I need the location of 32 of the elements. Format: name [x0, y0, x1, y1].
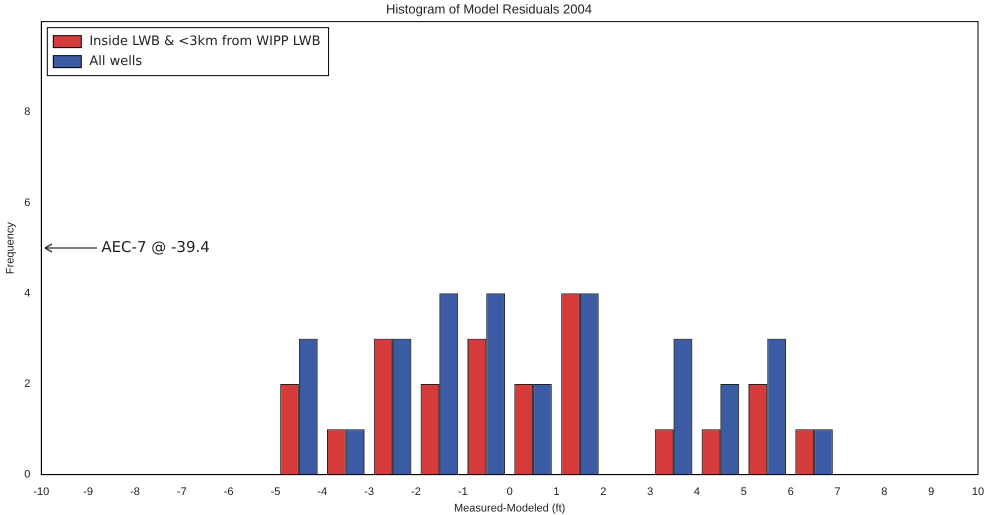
y-tick-label: 0 — [24, 468, 30, 481]
y-tick-label: 4 — [24, 287, 30, 300]
x-tick-label: 6 — [788, 486, 794, 498]
y-tick-label: 2 — [24, 378, 30, 390]
x-tick-label: 0 — [506, 486, 513, 498]
legend-label: All wells — [89, 54, 142, 69]
y-tick-label: 8 — [24, 106, 30, 118]
x-tick-label: -9 — [83, 486, 94, 498]
x-tick-label: -5 — [270, 486, 280, 498]
legend-label: Inside LWB & <3km from WIPP LWB — [89, 34, 321, 49]
x-axis-title: Measured-Modeled (ft) — [454, 502, 566, 514]
x-tick-label: -10 — [33, 486, 50, 498]
y-axis-title: Frequency — [4, 222, 17, 274]
x-tick-label: -8 — [130, 486, 140, 498]
annotation: AEC-7 @ -39.4 — [101, 238, 210, 256]
x-tick-label: 2 — [600, 486, 606, 498]
x-tick-label: 4 — [694, 486, 700, 498]
x-tick-label: -4 — [317, 486, 328, 498]
x-tick-label: -2 — [411, 486, 421, 498]
x-tick-label: 7 — [834, 486, 841, 498]
y-tick-label: 6 — [24, 196, 30, 209]
x-tick-label: -1 — [458, 486, 468, 498]
x-tick-label: -7 — [176, 486, 187, 498]
x-tick-label: 10 — [972, 486, 984, 498]
x-tick-label: 1 — [553, 486, 560, 498]
x-tick-label: 8 — [881, 486, 888, 498]
x-tick-label: -3 — [364, 486, 374, 498]
x-tick-label: 3 — [647, 486, 654, 498]
chart-title: Histogram of Model Residuals 2004 — [386, 1, 592, 16]
x-tick-label: 9 — [928, 486, 934, 498]
x-tick-label: -6 — [224, 486, 234, 498]
x-tick-label: 5 — [740, 486, 747, 498]
